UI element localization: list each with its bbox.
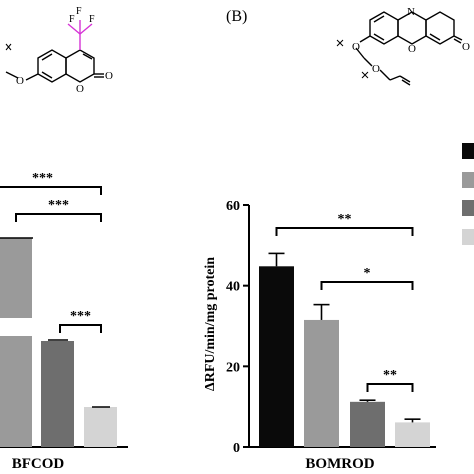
significance-label: ** xyxy=(383,368,397,383)
bar xyxy=(304,319,339,447)
keto-oxygen-label: O xyxy=(462,41,470,53)
bar xyxy=(259,266,294,447)
significance-bracket xyxy=(366,383,414,392)
keto-oxygen-label: O xyxy=(105,70,113,82)
significance-label: *** xyxy=(48,198,69,213)
y-tick-label: 20 xyxy=(226,360,240,375)
x-axis-label: BOMROD xyxy=(305,456,374,472)
legend-swatch xyxy=(462,143,474,159)
bar xyxy=(84,407,117,447)
fluorine-label: F xyxy=(69,14,75,25)
bar xyxy=(0,238,32,318)
significance-label: ** xyxy=(338,212,352,227)
significance-bracket xyxy=(0,186,102,195)
structure-bomrod xyxy=(336,11,463,86)
significance-bracket xyxy=(15,213,102,222)
x-axis-label: BFCOD xyxy=(12,456,65,472)
y-tick-label: 40 xyxy=(226,280,240,295)
panel-b-label: (B) xyxy=(226,8,247,25)
structure-bfcod xyxy=(5,20,104,83)
y-axis-label: ΔRFU/min/mg protein xyxy=(203,257,218,391)
y-tick-label: 60 xyxy=(226,199,240,214)
significance-bracket xyxy=(59,324,102,333)
nitrogen-label: N xyxy=(407,6,415,18)
legend xyxy=(462,143,474,245)
fluorine-label: F xyxy=(89,14,95,25)
bar xyxy=(395,422,430,447)
ether-oxygen-label: O xyxy=(352,41,360,53)
fluorine-label: F xyxy=(76,6,82,17)
ether-oxygen-label: O xyxy=(372,63,380,75)
bar xyxy=(350,401,385,447)
significance-bracket xyxy=(320,281,414,290)
chart-bfcod: BFCOD *** *** *** xyxy=(0,171,128,472)
ether-oxygen-label: O xyxy=(16,75,24,87)
bar xyxy=(41,341,74,447)
y-tick-label: 0 xyxy=(233,441,240,456)
legend-swatch xyxy=(462,172,474,188)
significance-bracket xyxy=(275,227,414,236)
bar xyxy=(0,336,32,447)
legend-swatch xyxy=(462,229,474,245)
legend-swatch xyxy=(462,200,474,216)
significance-label: *** xyxy=(32,171,53,186)
significance-label: *** xyxy=(70,309,91,324)
ring-oxygen-label: O xyxy=(76,83,84,95)
significance-label: * xyxy=(364,266,371,281)
ring-oxygen-label: O xyxy=(408,43,416,55)
